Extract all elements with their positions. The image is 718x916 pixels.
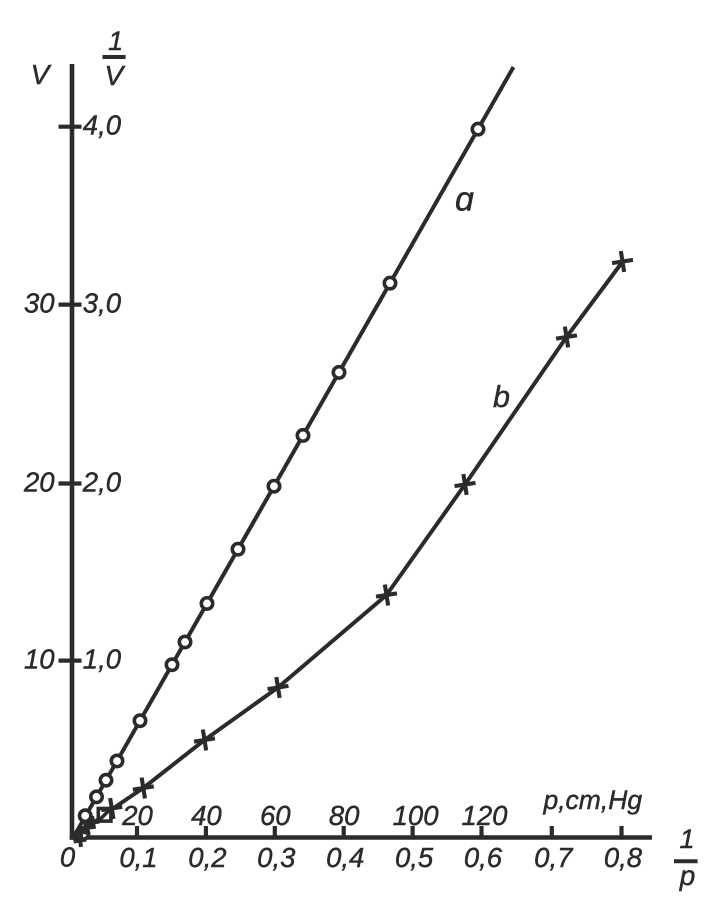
svg-text:4,0: 4,0 <box>83 110 122 141</box>
svg-text:0,1: 0,1 <box>119 842 157 873</box>
svg-text:20: 20 <box>121 800 153 831</box>
svg-text:80: 80 <box>329 800 360 831</box>
svg-text:3,0: 3,0 <box>83 288 122 319</box>
svg-text:p: p <box>679 860 696 891</box>
svg-text:100: 100 <box>393 800 440 831</box>
svg-text:0,8: 0,8 <box>604 842 643 873</box>
svg-text:p,cm,Hg: p,cm,Hg <box>542 785 642 815</box>
svg-text:0,3: 0,3 <box>257 842 296 873</box>
svg-text:b: b <box>493 380 510 414</box>
svg-text:2,0: 2,0 <box>82 467 122 498</box>
svg-text:60: 60 <box>260 800 291 831</box>
svg-text:120: 120 <box>462 800 509 831</box>
svg-text:0,4: 0,4 <box>326 842 364 873</box>
svg-text:40: 40 <box>191 800 222 831</box>
svg-text:ɑ: ɑ <box>455 181 474 219</box>
svg-text:10: 10 <box>24 644 55 675</box>
svg-text:V: V <box>104 60 125 91</box>
svg-text:1,0: 1,0 <box>83 644 122 675</box>
svg-text:V: V <box>31 59 52 90</box>
svg-text:20: 20 <box>23 467 55 498</box>
svg-text:0: 0 <box>60 842 76 873</box>
svg-text:1: 1 <box>108 26 123 56</box>
svg-text:0,2: 0,2 <box>188 842 226 873</box>
svg-text:0,5: 0,5 <box>395 842 434 873</box>
svg-text:1: 1 <box>679 824 694 854</box>
svg-text:0,6: 0,6 <box>464 842 503 873</box>
svg-text:30: 30 <box>24 288 55 319</box>
svg-text:0,7: 0,7 <box>534 842 574 873</box>
